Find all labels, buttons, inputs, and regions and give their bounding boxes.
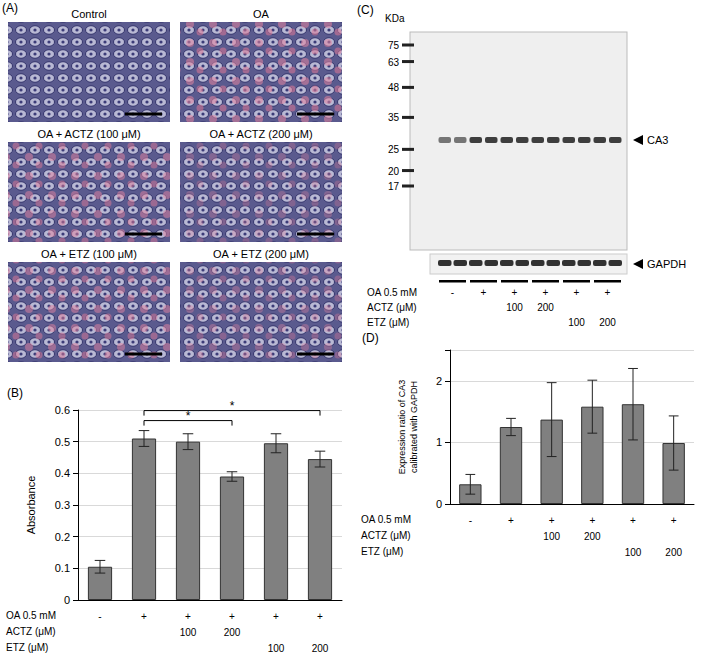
svg-text:OA + ACTZ (100 μM): OA + ACTZ (100 μM) — [37, 128, 140, 140]
svg-text:+: + — [185, 611, 191, 622]
svg-text:ETZ (μM): ETZ (μM) — [6, 642, 48, 653]
svg-text:-: - — [451, 287, 454, 298]
svg-text:100: 100 — [625, 547, 642, 558]
svg-text:1: 1 — [436, 436, 442, 448]
svg-text:63: 63 — [388, 57, 400, 68]
svg-text:200: 200 — [224, 627, 241, 638]
svg-text:Absorbance: Absorbance — [25, 476, 37, 535]
svg-text:+: + — [671, 515, 677, 526]
svg-text:100: 100 — [568, 317, 585, 328]
svg-text:+: + — [481, 287, 487, 298]
svg-text:25: 25 — [388, 144, 400, 155]
svg-text:+: + — [508, 515, 514, 526]
svg-text:0: 0 — [436, 498, 442, 510]
svg-text:ACTZ (μM): ACTZ (μM) — [361, 530, 411, 541]
svg-text:(A): (A) — [2, 1, 18, 15]
svg-text:*: * — [230, 399, 235, 413]
svg-text:200: 200 — [312, 643, 329, 654]
svg-text:+: + — [605, 287, 611, 298]
svg-text:OA + ACTZ (200 μM): OA + ACTZ (200 μM) — [209, 128, 312, 140]
svg-text:OA + ETZ (200 μM): OA + ETZ (200 μM) — [213, 248, 309, 260]
svg-text:Expression ratio of CA3: Expression ratio of CA3 — [397, 380, 407, 475]
svg-text:75: 75 — [388, 40, 400, 51]
svg-text:+: + — [543, 287, 549, 298]
svg-text:ETZ (μM): ETZ (μM) — [367, 317, 409, 328]
svg-text:OA: OA — [253, 8, 270, 20]
svg-text:+: + — [512, 287, 518, 298]
svg-text:0.6: 0.6 — [55, 404, 70, 416]
svg-text:ACTZ (μM): ACTZ (μM) — [367, 302, 417, 313]
svg-text:+: + — [141, 611, 147, 622]
svg-text:0.4: 0.4 — [55, 467, 70, 479]
svg-text:+: + — [589, 515, 595, 526]
svg-text:OA + ETZ (100 μM): OA + ETZ (100 μM) — [41, 248, 137, 260]
svg-text:0.2: 0.2 — [55, 531, 70, 543]
svg-text:35: 35 — [388, 112, 400, 123]
svg-text:ACTZ (μM): ACTZ (μM) — [6, 626, 56, 637]
svg-text:20: 20 — [388, 166, 400, 177]
svg-text:OA 0.5 mM: OA 0.5 mM — [6, 610, 56, 621]
svg-text:0.1: 0.1 — [55, 562, 70, 574]
svg-text:+: + — [549, 515, 555, 526]
svg-text:200: 200 — [665, 547, 682, 558]
svg-text:+: + — [630, 515, 636, 526]
svg-text:200: 200 — [537, 302, 554, 313]
svg-text:200: 200 — [599, 317, 616, 328]
svg-text:(B): (B) — [7, 386, 23, 400]
svg-text:(D): (D) — [362, 331, 379, 345]
svg-text:-: - — [98, 611, 101, 622]
svg-text:+: + — [317, 611, 323, 622]
svg-text:Control: Control — [71, 8, 106, 20]
svg-text:OA 0.5 mM: OA 0.5 mM — [361, 514, 411, 525]
svg-text:17: 17 — [388, 181, 400, 192]
svg-text:2: 2 — [436, 375, 442, 387]
svg-text:ETZ (μM): ETZ (μM) — [361, 546, 403, 557]
svg-text:CA3: CA3 — [647, 134, 668, 146]
svg-text:-: - — [469, 515, 472, 526]
svg-text:KDa: KDa — [385, 13, 405, 24]
svg-text:100: 100 — [506, 302, 523, 313]
svg-text:+: + — [574, 287, 580, 298]
svg-text:(C): (C) — [357, 3, 374, 17]
svg-text:48: 48 — [388, 82, 400, 93]
svg-text:OA 0.5 mM: OA 0.5 mM — [367, 287, 417, 298]
svg-text:0.5: 0.5 — [55, 436, 70, 448]
svg-text:GAPDH: GAPDH — [647, 258, 686, 270]
svg-text:0: 0 — [64, 594, 70, 606]
svg-text:200: 200 — [584, 531, 601, 542]
svg-text:100: 100 — [180, 627, 197, 638]
svg-text:100: 100 — [543, 531, 560, 542]
svg-text:+: + — [229, 611, 235, 622]
svg-text:0.3: 0.3 — [55, 499, 70, 511]
svg-text:calibrated with GAPDH: calibrated with GAPDH — [409, 381, 419, 473]
svg-text:+: + — [273, 611, 279, 622]
svg-text:100: 100 — [268, 643, 285, 654]
